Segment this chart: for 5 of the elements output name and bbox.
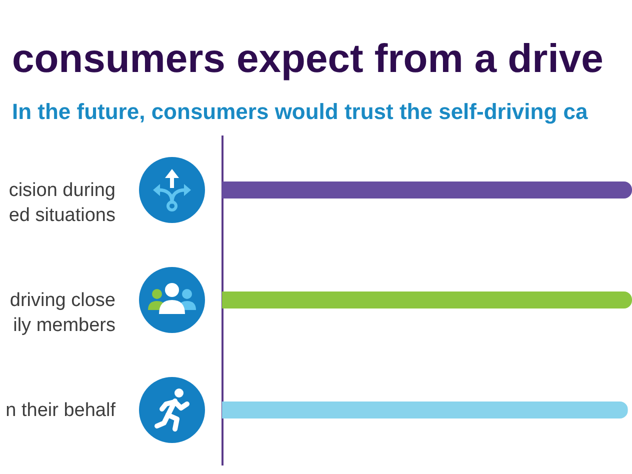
y-tick-label: n their behalf — [6, 400, 116, 421]
chart-subtitle: In the future, consumers would trust the self-driving ca — [12, 99, 589, 124]
y-tick-label: driving close ily members — [10, 290, 116, 336]
chart-title: consumers expect from a drive — [12, 37, 604, 81]
y-tick-label: cision during ed situations — [8, 180, 116, 226]
